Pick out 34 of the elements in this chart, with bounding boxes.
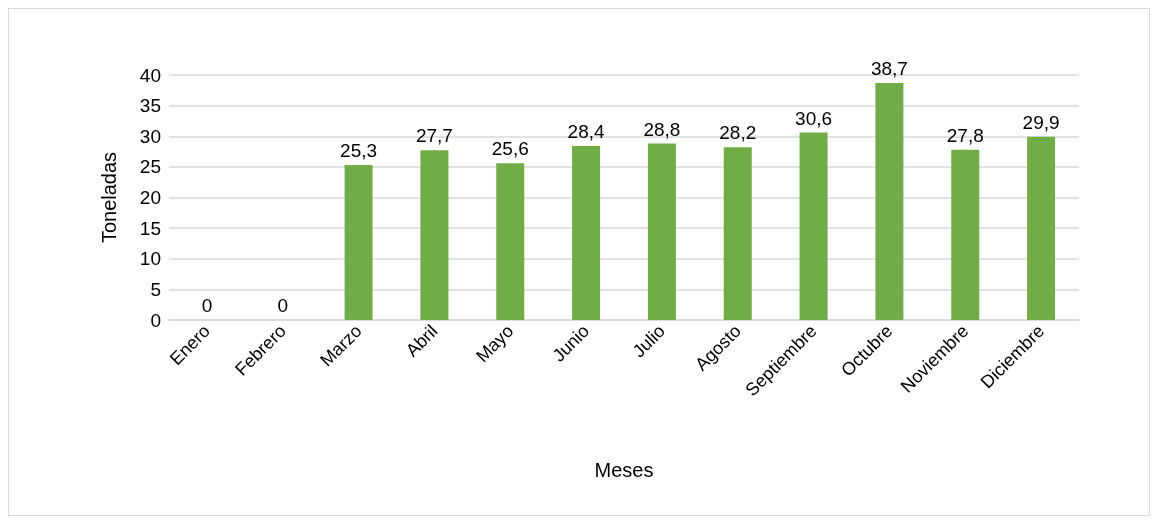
data-label: 27,7 (415, 125, 453, 147)
x-axis-title: Meses (594, 459, 654, 481)
data-label: 38,7 (870, 57, 908, 79)
bar (951, 149, 980, 320)
y-tick-label: 15 (139, 217, 161, 239)
bar (572, 146, 601, 320)
bar (344, 165, 373, 320)
bar (420, 150, 449, 320)
bar (647, 143, 676, 320)
y-tick-label: 5 (150, 278, 161, 300)
data-label: 28,4 (567, 121, 605, 143)
data-label: 0 (277, 295, 289, 316)
bar (723, 147, 752, 320)
x-tick-label: Julio (628, 320, 669, 362)
data-label: 28,2 (719, 122, 757, 144)
bar (496, 163, 525, 320)
y-tick-label: 25 (139, 156, 161, 178)
data-label: 30,6 (795, 107, 833, 129)
data-label: 28,8 (643, 118, 681, 140)
bar (875, 82, 904, 320)
y-tick-label: 30 (139, 125, 161, 147)
y-tick-label: 10 (139, 248, 161, 270)
y-axis-title: Toneladas (98, 151, 120, 244)
bar (799, 132, 828, 320)
data-label: 25,6 (491, 138, 529, 160)
data-label: 25,3 (340, 140, 378, 162)
y-tick-label: 40 (139, 64, 161, 86)
data-label: 0 (201, 295, 213, 316)
y-tick-label: 20 (139, 187, 161, 208)
y-tick-label: 0 (150, 309, 161, 331)
data-label: 27,8 (946, 124, 984, 146)
y-tick-label: 35 (139, 95, 161, 117)
data-label: 29,9 (1022, 111, 1060, 133)
bar (1027, 136, 1056, 320)
